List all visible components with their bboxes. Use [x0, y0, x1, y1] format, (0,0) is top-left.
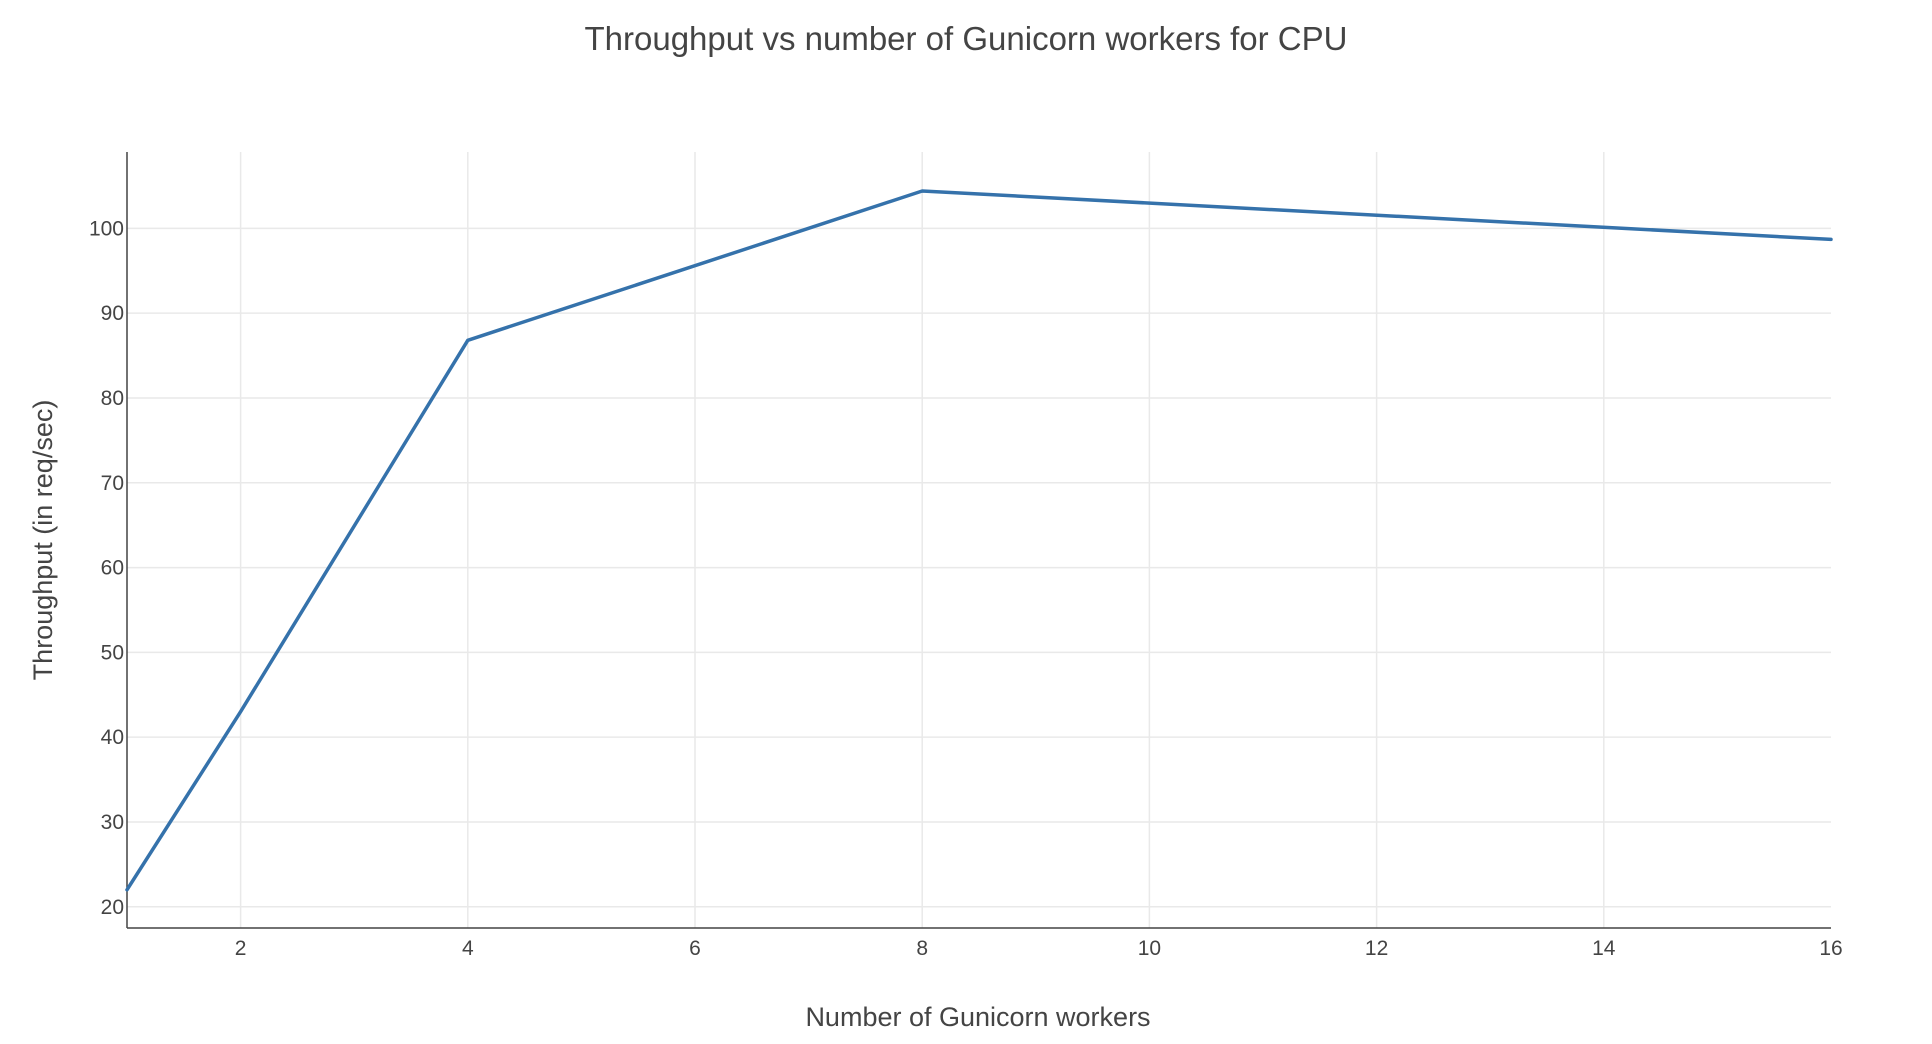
y-tick-label: 60: [101, 557, 124, 580]
y-tick-label: 50: [101, 641, 124, 664]
y-tick-label: 20: [101, 896, 124, 919]
x-tick-label: 8: [916, 937, 928, 960]
y-tick-label: 30: [101, 811, 124, 834]
chart-title: Throughput vs number of Gunicorn workers…: [585, 20, 1348, 57]
x-tick-label: 10: [1138, 937, 1161, 960]
x-tick-label: 6: [689, 937, 701, 960]
y-tick-label: 80: [101, 387, 124, 410]
x-tick-label: 12: [1365, 937, 1388, 960]
series-line: [125, 189, 1833, 892]
series-layer: [125, 189, 1833, 892]
y-tick-label: 100: [89, 217, 124, 240]
x-axis-title: Number of Gunicorn workers: [805, 1002, 1150, 1032]
axes: [126, 152, 1831, 929]
grid: [127, 152, 1831, 928]
y-tick-label: 90: [101, 302, 124, 325]
y-tick-label: 40: [101, 726, 124, 749]
y-tick-label: 70: [101, 472, 124, 495]
x-tick-label: 16: [1819, 937, 1842, 960]
x-tick-label: 2: [235, 937, 247, 960]
tick-labels: 2 4 6 8 10 12 14 16 20 30 40 50 60 70 80 90 100: [89, 217, 1843, 960]
x-tick-label: 14: [1592, 937, 1616, 960]
y-axis-title: Throughput (in req/sec): [28, 400, 58, 681]
x-tick-label: 4: [462, 937, 474, 960]
